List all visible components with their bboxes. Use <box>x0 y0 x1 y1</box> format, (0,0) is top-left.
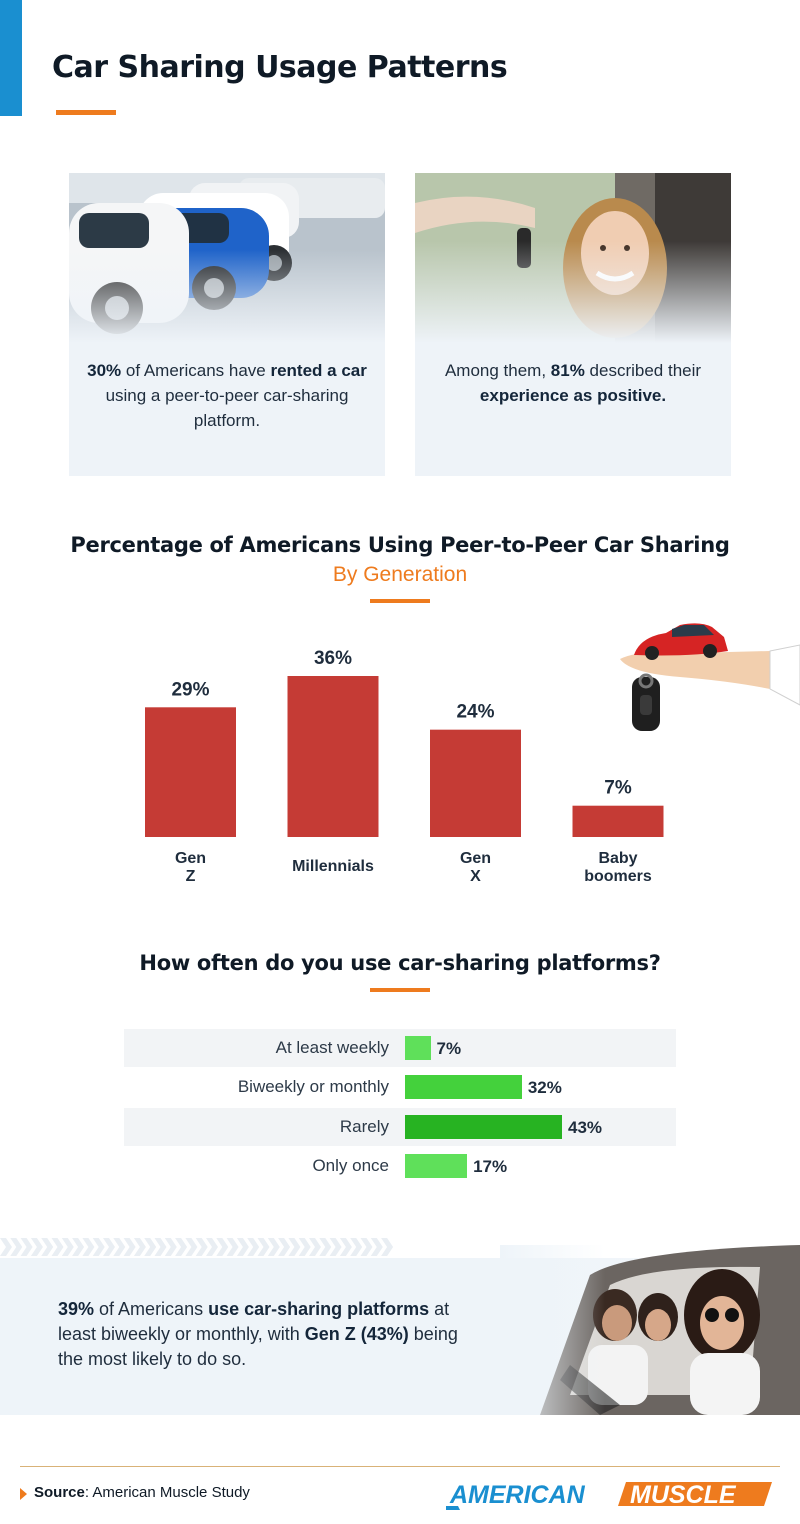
footer-divider <box>20 1466 780 1467</box>
parked-cars-photo <box>69 173 385 343</box>
frequency-bar <box>405 1075 522 1100</box>
frequency-value-label: 43% <box>568 1117 603 1137</box>
bar-value-label: 36% <box>314 648 352 669</box>
stat-card-text: Among them, 81% described their experien… <box>429 358 717 408</box>
frequency-row: Only once 17% <box>124 1147 676 1185</box>
body-text: of Americans have <box>121 361 271 380</box>
frequency-row: At least weekly 7% <box>124 1029 676 1067</box>
emphasis-text: 30% <box>87 361 122 380</box>
body-text: described their <box>584 361 702 380</box>
source-label: Source <box>34 1484 85 1501</box>
title-underline <box>56 110 116 115</box>
stat-card-rented: 30% of Americans have rented a car using… <box>69 173 385 476</box>
chevron-strip <box>0 1238 394 1256</box>
left-accent-bar <box>0 0 22 116</box>
chart-underline <box>370 599 430 603</box>
bar-3 <box>572 805 664 837</box>
logo-accent-text: MUSCLE <box>630 1481 737 1509</box>
frequency-row-label: Only once <box>312 1155 389 1175</box>
frequency-value-label: 17% <box>473 1156 508 1176</box>
american-muscle-logo[interactable]: AMERICAN MUSCLE <box>446 1476 772 1512</box>
stat-card-text: 30% of Americans have rented a car using… <box>83 358 371 433</box>
frequency-chart-title: How often do you use car-sharing platfor… <box>139 951 661 975</box>
car-on-hand-icon <box>620 623 800 731</box>
page-title: Car Sharing Usage Patterns <box>52 50 508 85</box>
source-arrow-icon <box>20 1488 27 1500</box>
frequency-value-label: 7% <box>436 1039 462 1058</box>
body-text: Among them, <box>444 361 551 380</box>
emphasis-text: 81% <box>550 361 585 380</box>
bar-category-label: Millennials <box>292 858 374 875</box>
emphasis-text: 39% <box>58 1299 95 1319</box>
frequency-chart-underline <box>370 988 430 992</box>
stat-card-positive: Among them, 81% described their experien… <box>415 173 731 476</box>
chart-title: Percentage of Americans Using Peer-to-Pe… <box>70 533 730 557</box>
emphasis-text: experience as positive. <box>479 386 667 405</box>
bar-category-label: Baby boomers <box>584 850 652 885</box>
source-text: : American Muscle Study <box>84 1484 250 1501</box>
car-keys-photo <box>415 173 731 343</box>
frequency-row: Rarely 43% <box>124 1107 676 1146</box>
bar-value-label: 7% <box>604 778 632 799</box>
bar-category-label: Gen X <box>460 850 491 885</box>
emphasis-text: use car-sharing platforms <box>208 1299 430 1319</box>
body-text: being the most likely to do so. <box>58 1324 458 1369</box>
frequency-row-label: At least weekly <box>275 1038 389 1057</box>
frequency-row-label: Biweekly or monthly <box>237 1077 389 1097</box>
body-text: using a peer-to-peer car-sharing platfor… <box>105 386 349 430</box>
logo-text: AMERICAN <box>449 1481 586 1509</box>
emphasis-text: Gen Z (43%) <box>304 1324 409 1344</box>
frequency-row-label: Rarely <box>339 1116 389 1136</box>
frequency-bar <box>405 1153 468 1178</box>
bar-1 <box>287 676 379 837</box>
bar-value-label: 29% <box>171 679 209 700</box>
body-text: at least biweekly or monthly, with <box>58 1299 450 1344</box>
bar-2 <box>430 729 521 837</box>
frequency-bar <box>405 1036 431 1060</box>
frequency-bar <box>405 1114 562 1139</box>
bar-0 <box>145 707 236 837</box>
emphasis-text: rented a car <box>270 361 367 380</box>
chart-subtitle: By Generation <box>332 563 468 586</box>
bar-value-label: 24% <box>456 702 494 723</box>
summary-text: 39% of Americans use car-sharing platfor… <box>58 1297 478 1372</box>
generation-bar-chart: 29% Gen Z 36% Millennials 24% Gen X 7% Baby boomer… <box>145 648 664 885</box>
frequency-row: Biweekly or monthly 32% <box>124 1068 676 1106</box>
friends-in-car-photo <box>500 1245 800 1415</box>
bar-category-label: Gen Z <box>175 850 206 885</box>
frequency-value-label: 32% <box>527 1078 562 1098</box>
source-line: Source: American Muscle Study <box>34 1484 250 1501</box>
body-text: of Americans <box>94 1299 209 1319</box>
